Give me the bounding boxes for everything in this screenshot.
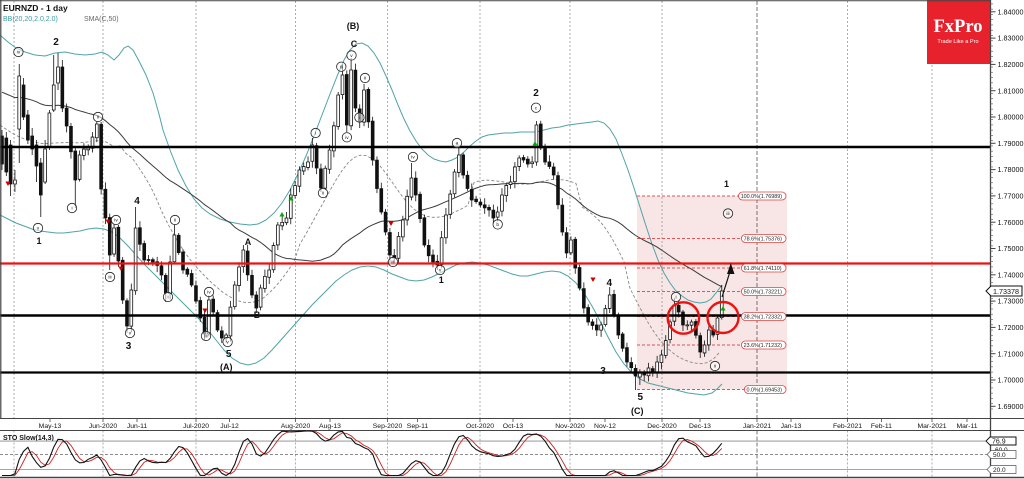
svg-text:iii: iii	[108, 275, 111, 281]
svg-text:v: v	[439, 269, 442, 274]
svg-text:Dec-13: Dec-13	[689, 423, 711, 430]
svg-text:v: v	[129, 332, 132, 337]
svg-text:v: v	[37, 227, 40, 232]
svg-text:38.2%(1.72332): 38.2%(1.72332)	[744, 315, 783, 321]
svg-text:1.69000: 1.69000	[998, 402, 1024, 411]
svg-text:Jan-13: Jan-13	[781, 423, 802, 430]
svg-text:iv: iv	[114, 218, 118, 224]
svg-text:Oct-2020: Oct-2020	[466, 423, 494, 430]
svg-text:1.74000: 1.74000	[998, 270, 1024, 279]
svg-text:FxPro: FxPro	[934, 17, 983, 37]
svg-text:STO Slow(14,3): STO Slow(14,3)	[3, 435, 54, 442]
svg-text:76.9: 76.9	[992, 439, 1006, 446]
svg-text:EURNZD - 1 day: EURNZD - 1 day	[3, 3, 68, 13]
svg-text:23.6%(1.71232): 23.6%(1.71232)	[744, 343, 783, 349]
svg-text:v: v	[226, 341, 229, 346]
svg-text:5: 5	[226, 349, 232, 360]
svg-text:1.78000: 1.78000	[998, 165, 1024, 174]
svg-text:50.0: 50.0	[993, 452, 1006, 459]
svg-text:1.75000: 1.75000	[998, 244, 1024, 253]
svg-text:iv: iv	[207, 290, 211, 296]
svg-text:Mar-2021: Mar-2021	[917, 423, 946, 430]
svg-text:Nov-2020: Nov-2020	[555, 423, 585, 430]
svg-text:Aug-2020: Aug-2020	[281, 423, 311, 430]
svg-text:ii: ii	[97, 115, 99, 121]
svg-text:78.6%(1.75376): 78.6%(1.75376)	[744, 237, 783, 243]
svg-text:1.79000: 1.79000	[998, 139, 1024, 148]
svg-text:i: i	[675, 295, 676, 301]
svg-text:Jun-2020: Jun-2020	[89, 423, 118, 430]
svg-text:1.84000: 1.84000	[998, 7, 1024, 16]
svg-text:(A): (A)	[220, 362, 233, 372]
svg-text:1.76000: 1.76000	[998, 218, 1024, 227]
svg-text:B: B	[254, 310, 261, 320]
svg-text:1.77000: 1.77000	[998, 192, 1024, 201]
svg-text:100.0%(1.76989): 100.0%(1.76989)	[741, 194, 783, 200]
svg-text:A: A	[245, 237, 252, 247]
svg-text:i: i	[167, 295, 168, 301]
svg-text:1.72000: 1.72000	[998, 323, 1024, 332]
svg-text:4: 4	[134, 196, 140, 207]
svg-text:1: 1	[724, 179, 729, 189]
svg-text:v: v	[350, 54, 353, 59]
svg-text:1.73000: 1.73000	[998, 297, 1024, 306]
svg-text:BB(20,20,2.0,2.0): BB(20,20,2.0,2.0)	[3, 16, 58, 23]
svg-text:1.81000: 1.81000	[998, 86, 1024, 95]
svg-text:1.73378: 1.73378	[993, 287, 1019, 296]
svg-text:Oct-13: Oct-13	[503, 423, 524, 430]
svg-text:i: i	[71, 206, 72, 212]
svg-text:Sep-11: Sep-11	[407, 423, 429, 430]
svg-text:Dec-2020: Dec-2020	[647, 423, 677, 430]
svg-text:Aug-13: Aug-13	[319, 423, 341, 430]
svg-text:iii: iii	[391, 260, 394, 266]
svg-text:iii: iii	[726, 211, 729, 217]
svg-text:iv: iv	[411, 155, 415, 161]
svg-text:2: 2	[53, 37, 59, 48]
svg-text:1.80000: 1.80000	[998, 113, 1024, 122]
svg-text:Trade Like a Pro: Trade Like a Pro	[937, 39, 978, 45]
svg-text:20.0: 20.0	[993, 467, 1006, 474]
svg-text:c: c	[535, 106, 538, 111]
svg-text:SMA(C,50): SMA(C,50)	[84, 16, 119, 23]
svg-text:(C): (C)	[631, 406, 644, 416]
svg-text:iv: iv	[345, 135, 349, 141]
svg-text:ii: ii	[714, 364, 716, 370]
svg-text:0.0%(1.69453): 0.0%(1.69453)	[747, 388, 783, 394]
svg-text:ii: ii	[174, 218, 176, 224]
svg-text:Jun-11: Jun-11	[127, 423, 147, 430]
svg-text:b: b	[496, 222, 499, 228]
svg-text:iii: iii	[204, 334, 207, 340]
svg-text:1: 1	[36, 236, 41, 246]
svg-text:i: i	[315, 131, 316, 137]
svg-text:ii: ii	[364, 76, 366, 82]
svg-text:C: C	[351, 39, 358, 49]
svg-text:May-13: May-13	[39, 423, 62, 430]
svg-text:1.82000: 1.82000	[998, 60, 1024, 69]
svg-text:Feb-11: Feb-11	[871, 423, 892, 430]
svg-text:i: i	[359, 115, 360, 121]
svg-text:iv: iv	[17, 50, 21, 56]
svg-text:ii: ii	[322, 191, 324, 197]
svg-text:Mar-11: Mar-11	[956, 423, 977, 430]
svg-text:4: 4	[607, 278, 613, 289]
svg-text:Jul-12: Jul-12	[220, 423, 239, 430]
svg-text:61.8%(1.74110): 61.8%(1.74110)	[744, 266, 782, 272]
svg-text:Sep-2020: Sep-2020	[373, 423, 403, 430]
svg-text:iii: iii	[340, 64, 343, 70]
svg-text:5: 5	[638, 392, 644, 403]
svg-text:2: 2	[533, 88, 539, 99]
svg-text:(B): (B)	[347, 21, 360, 31]
svg-text:Jan-2021: Jan-2021	[743, 423, 772, 430]
svg-text:Nov-12: Nov-12	[594, 423, 616, 430]
svg-text:1.83000: 1.83000	[998, 34, 1024, 43]
svg-text:3: 3	[126, 341, 132, 352]
svg-text:1.71000: 1.71000	[998, 349, 1024, 358]
svg-text:a: a	[456, 142, 459, 147]
svg-text:1.70000: 1.70000	[998, 376, 1024, 385]
svg-text:Jul-2020: Jul-2020	[183, 423, 209, 430]
svg-text:1: 1	[439, 275, 444, 285]
svg-text:3: 3	[600, 366, 606, 377]
svg-text:50.0%(1.73221): 50.0%(1.73221)	[744, 290, 783, 296]
svg-text:Feb-2021: Feb-2021	[833, 423, 862, 430]
